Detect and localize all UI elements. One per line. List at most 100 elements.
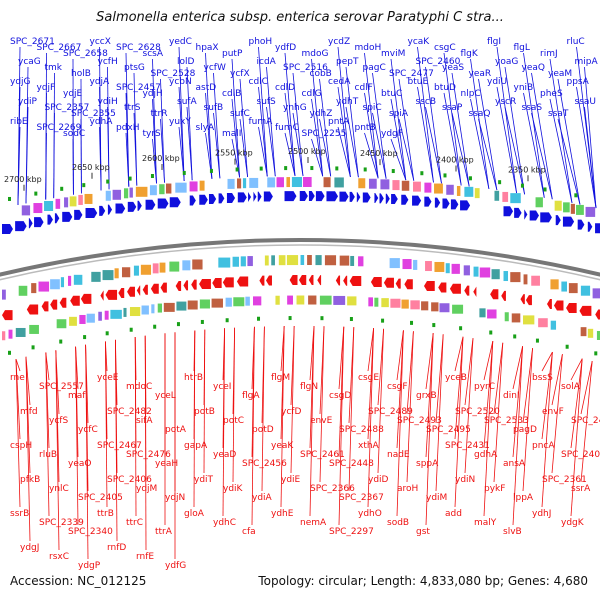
feature-segment [15, 327, 26, 337]
feature-segment [303, 177, 312, 188]
reverse-gene-leader [512, 346, 523, 390]
gene-arrow [317, 275, 322, 286]
gene-arrow [226, 192, 236, 203]
gene-arrow [438, 282, 447, 293]
forward-gene-leader [531, 72, 553, 200]
forward-gene-label: hpaX [196, 43, 219, 53]
forward-gene-label: yedC [169, 37, 192, 47]
reverse-gene-leader [280, 326, 285, 508]
feature-segment [50, 279, 60, 290]
reverse-gene-leader [319, 326, 325, 483]
forward-gene-label: fumA [249, 117, 274, 127]
forward-gene-leader [213, 112, 221, 179]
feature-segment [510, 272, 521, 283]
reverse-gene-leader [551, 354, 563, 474]
gene-arrow [434, 197, 441, 208]
reverse-gene-label: ydiD [368, 475, 389, 485]
reverse-gene-leader [522, 348, 533, 492]
reverse-gene-label: malY [474, 518, 497, 528]
reverse-gene-label: ttrB [97, 509, 114, 519]
gene-arrow [2, 223, 13, 234]
marker-dot [83, 335, 87, 340]
forward-gene-leader [152, 138, 157, 184]
forward-gene-label: ydiP [18, 97, 38, 107]
forward-gene-leader [125, 132, 130, 187]
forward-gene-label: ycfX [230, 69, 250, 79]
feature-segment [163, 302, 175, 312]
feature-segment [463, 265, 470, 276]
gene-arrow [237, 192, 247, 203]
reverse-gene-label: pykF [484, 484, 505, 494]
reverse-gene-leader [580, 361, 593, 483]
forward-gene-leader [557, 78, 581, 205]
feature-segment [69, 196, 77, 207]
forward-gene-leader [99, 126, 102, 191]
forward-gene-label: ydgF [381, 129, 403, 139]
forward-gene-label: ssaS [522, 103, 543, 113]
forward-gene-leader [239, 118, 248, 178]
forward-gene-label: SPC_2628 [116, 43, 161, 53]
forward-gene-leader [443, 52, 462, 186]
reverse-gene-leader [251, 326, 255, 526]
reverse-gene-leader [115, 339, 118, 542]
gene-arrow [362, 192, 371, 203]
reverse-gene-label: ydhO [358, 509, 382, 519]
forward-gene-label: rimJ [540, 49, 558, 59]
marker-dot [129, 327, 133, 332]
reverse-gene-label: SPC_2476 [126, 450, 171, 460]
forward-gene-leader [478, 78, 498, 191]
forward-gene-leader [258, 126, 268, 177]
kbp-tick-label: 2400 kbp [436, 155, 474, 164]
reverse-gene-label: ycfD [281, 407, 301, 417]
feature-tracks [2, 166, 600, 356]
feature-segment [576, 204, 584, 215]
gene-arrow [540, 212, 552, 223]
forward-gene-label: yeaS [442, 63, 464, 73]
reverse-gene-leader [396, 330, 404, 381]
gene-arrow [145, 199, 156, 210]
marker-dot [489, 330, 493, 335]
gene-arrow [529, 210, 539, 221]
gene-arrow [208, 194, 217, 205]
forward-gene-label: SPC_2457 [116, 83, 161, 93]
forward-gene-leader [531, 112, 553, 200]
reverse-gene-label: ssrB [10, 509, 29, 519]
marker-dot [60, 186, 64, 191]
reverse-gene-leader [425, 333, 434, 526]
forward-gene-label: pagC [363, 63, 386, 73]
gene-arrow [150, 283, 159, 294]
forward-gene-label: SPC_2269 [37, 123, 82, 133]
forward-gene-leader [523, 92, 545, 198]
feature-segment [102, 270, 114, 281]
reverse-gene-label: csgF [387, 382, 408, 392]
feature-segment [69, 316, 77, 326]
forward-gene-leader [372, 112, 387, 179]
reverse-gene-label: flgM [271, 373, 290, 383]
gene-arrow [175, 281, 182, 292]
forward-gene-label: icdA [257, 57, 277, 67]
reverse-gene-label: nemA [300, 518, 327, 528]
feature-segment [29, 324, 39, 334]
feature-segment [334, 177, 344, 188]
feature-segment [504, 312, 509, 322]
feature-segment [182, 260, 191, 271]
reverse-gene-label: ydhE [271, 509, 294, 519]
forward-gene-label: pntA [328, 117, 350, 127]
forward-gene-label: ydjF [37, 83, 56, 93]
reverse-gene-leader [464, 338, 474, 474]
marker-dot [520, 183, 524, 188]
reverse-gene-label: SPC_2405 [78, 493, 123, 503]
genome-stats-label: Topology: circular; Length: 4,833,080 bp… [258, 574, 588, 588]
feature-segment [585, 206, 596, 217]
feature-segment [401, 299, 409, 309]
reverse-gene-label: SPC_2488 [339, 425, 384, 435]
forward-gene-leader [337, 46, 351, 177]
gene-arrow [356, 192, 361, 203]
forward-gene-leader [496, 46, 517, 194]
forward-gene-label: nlpC [461, 89, 481, 99]
reverse-gene-leader [425, 333, 434, 458]
forward-gene-leader [284, 132, 296, 177]
reverse-gene-label: yeaO [68, 459, 91, 469]
reverse-gene-label: grxB [416, 391, 437, 401]
forward-gene-label: cdlB [222, 89, 241, 99]
